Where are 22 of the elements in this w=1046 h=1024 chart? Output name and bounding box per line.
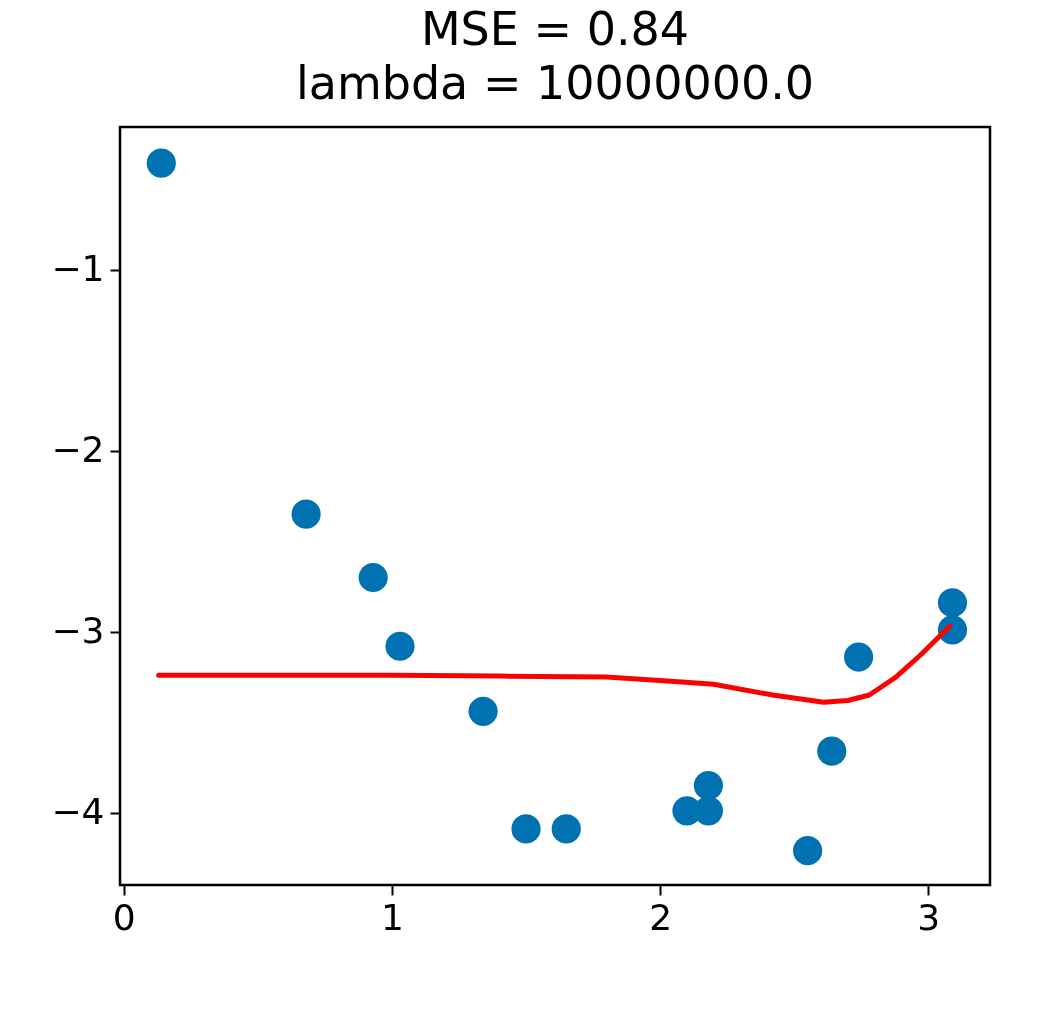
point (937, 588, 968, 618)
point (146, 148, 176, 178)
point (511, 814, 541, 844)
point (551, 814, 581, 844)
x-tick-label: 3 (917, 896, 941, 938)
x-tick-label: 1 (380, 896, 404, 938)
point (844, 642, 874, 672)
point (793, 836, 823, 866)
point (817, 736, 847, 766)
text: lambda = 10000000.0 (295, 56, 815, 110)
y-tick-label: −3 (51, 610, 105, 652)
x-tick-label: 0 (112, 896, 136, 938)
point (291, 499, 321, 529)
point (693, 770, 723, 801)
point (385, 631, 415, 661)
point (358, 562, 388, 593)
y-tick-label: −2 (51, 429, 105, 471)
text: MSE = 0.84 (420, 2, 690, 56)
x-tick-label: 2 (649, 896, 673, 938)
point (468, 696, 498, 726)
y-tick-label: −1 (51, 248, 105, 290)
y-tick-label: −4 (51, 791, 105, 833)
